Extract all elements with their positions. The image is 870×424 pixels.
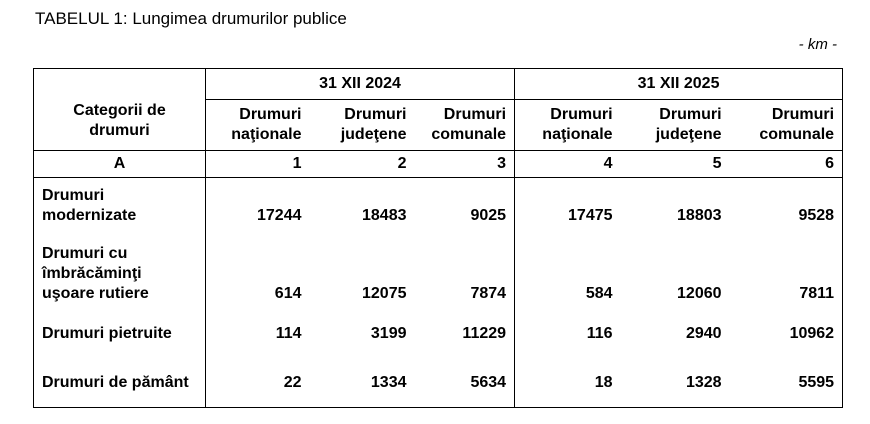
header-index: 3 [414,150,516,178]
cell-value: 18483 [362,206,407,224]
header-index: 1 [205,150,310,178]
cell-value: 12060 [677,284,722,302]
cell-value: 584 [514,229,621,308]
header-sub: Drumuri judeţene [655,106,722,143]
header-sub: Drumuri comunale [729,99,844,151]
cell-value: 1328 [620,347,730,408]
cell-value: 17244 [205,177,310,230]
cell-value: 9528 [729,177,844,230]
header-group-2024: 31 XII 2024 [204,68,516,100]
header-sub: Drumuri judeţene [340,106,407,143]
row-label: Drumuri pietruite [33,307,206,348]
cell-value: 7874 [414,229,516,308]
row-label: Drumuri de pământ [33,347,206,408]
unit-label: - km - [798,36,837,53]
cell-value: 3199 [370,324,407,342]
header-index: 2 [309,150,415,178]
header-index: 4 [514,150,621,178]
cell-value: 116 [514,307,621,348]
header-index: A [33,150,206,178]
cell-value: 9025 [414,177,516,230]
table-row: Drumuri de pământ 22 1334 5634 18 1328 5… [33,347,844,408]
row-label: Drumuri modernizate [33,177,206,230]
header-sub: Drumuri naţionale [205,99,310,151]
row-label: Drumuri cu îmbrăcăminţi uşoare rutiere [33,229,206,308]
cell-value: 7811 [729,229,844,308]
header-index: 5 [620,150,730,178]
table-row: Drumuri pietruite 114 3199 11229 116 294… [33,307,844,348]
cell-value: 12075 [362,284,407,302]
table-row: Drumuri cu îmbrăcăminţi uşoare rutiere 6… [33,229,844,308]
cell-value: 114 [205,307,310,348]
cell-value: 1334 [309,347,415,408]
table-row: Drumuri modernizate 17244 18483 9025 174… [33,177,844,230]
table-title: TABELUL 1: Lungimea drumurilor publice [35,9,347,28]
header-group-2025: 31 XII 2025 [514,68,844,100]
cell-value: 18803 [677,206,722,224]
header-index: 6 [729,150,844,178]
cell-value: 5634 [414,347,516,408]
header-sub: Drumuri naţionale [514,99,621,151]
cell-value: 10962 [729,307,844,348]
cell-value: 2940 [685,324,722,342]
cell-value: 5595 [729,347,844,408]
cell-value: 22 [205,347,310,408]
roads-table: Categorii de drumuri 31 XII 2024 31 XII … [33,68,844,408]
cell-value: 18 [514,347,621,408]
cell-value: 11229 [414,307,516,348]
header-category: Categorii de drumuri [33,68,206,151]
cell-value: 614 [205,229,310,308]
cell-value: 17475 [514,177,621,230]
header-sub: Drumuri comunale [414,99,516,151]
